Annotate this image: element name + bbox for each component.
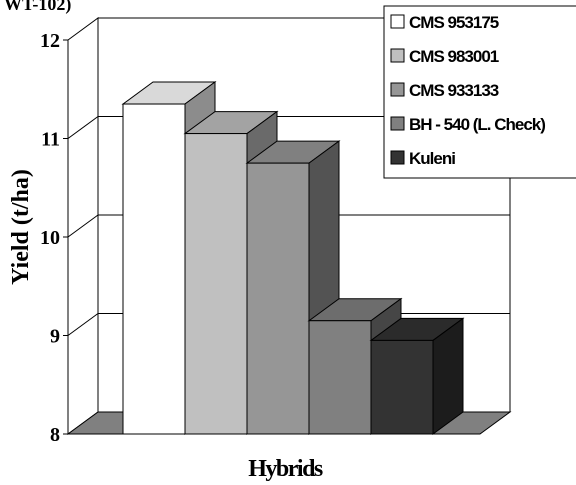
legend-swatch [390, 14, 405, 29]
bar-front [246, 162, 310, 435]
bar-front [122, 103, 186, 435]
bar-front [308, 320, 372, 435]
y-tick-label: 10 [40, 227, 60, 249]
legend-box [383, 5, 576, 179]
legend-label: CMS 933133 [409, 81, 499, 100]
legend-label: Kuleni [409, 149, 455, 168]
legend-label: CMS 953175 [409, 13, 499, 32]
legend-items: CMS 953175 CMS 983001 CMS 933133 BH - 540 (… [390, 13, 546, 168]
legend-swatch [390, 82, 405, 97]
gridline-side [67, 116, 99, 139]
y-axis-ticks: 8 9 10 11 12 [40, 30, 68, 446]
legend-label: BH - 540 (L. Check) [409, 115, 545, 134]
bar [369, 317, 465, 435]
x-axis-title: Hybrids [248, 456, 323, 482]
gridline-side [67, 214, 99, 238]
legend-swatch [390, 48, 405, 63]
legend: CMS 953175 CMS 983001 CMS 933133 BH - 540 (… [383, 5, 576, 179]
gridline-side [67, 313, 99, 336]
y-tick-label: 12 [40, 30, 60, 52]
y-axis-title: Yield (t/ha) [8, 169, 34, 285]
bar-front [184, 133, 248, 435]
y-tick-label: 8 [50, 424, 60, 446]
bar-front [370, 339, 434, 435]
y-tick-label: 9 [50, 326, 60, 348]
y-tick-label: 11 [41, 129, 60, 151]
legend-label: CMS 983001 [409, 47, 499, 66]
legend-swatch [390, 116, 405, 131]
bars [121, 81, 465, 435]
title-fragment: WT-102) [4, 0, 71, 15]
legend-swatch [390, 150, 405, 165]
